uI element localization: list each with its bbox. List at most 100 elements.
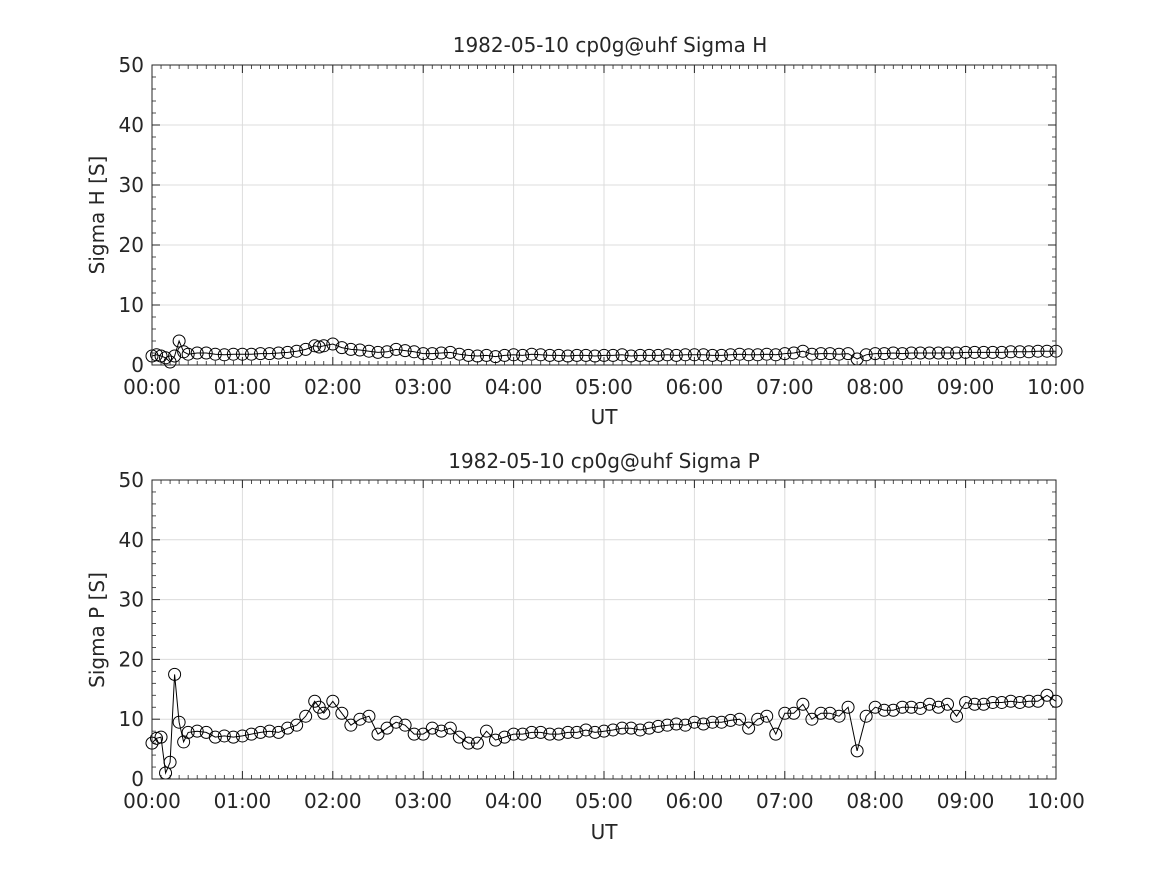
sigma-h-x-tick-label: 07:00 [756, 375, 814, 399]
sigma-p-data-point [362, 709, 376, 723]
sigma-h-data-point [941, 346, 955, 360]
sigma-p-data-point [868, 700, 882, 714]
sigma-p-data-point [651, 719, 665, 733]
sigma-h-x-tick-label: 06:00 [666, 375, 724, 399]
sigma-h-data-point [814, 347, 828, 361]
sigma-p-y-tick-label: 0 [131, 767, 144, 791]
sigma-p-data-point [778, 706, 792, 720]
sigma-h-data-point [489, 350, 503, 364]
sigma-h-x-tick-label: 10:00 [1027, 375, 1085, 399]
sigma-h-data-point [832, 347, 846, 361]
sigma-h-y-tick-label: 0 [131, 353, 144, 377]
sigma-p-x-tick-label: 02:00 [304, 789, 362, 813]
sigma-h-x-tick-label: 09:00 [937, 375, 995, 399]
sigma-h-data-point [859, 348, 873, 362]
sigma-h-x-tick-label: 05:00 [575, 375, 633, 399]
sigma-h-y-tick-label: 20 [119, 233, 144, 257]
sigma-h-data-point [895, 347, 909, 361]
sigma-p-data-point [416, 727, 430, 741]
sigma-p-data-point [615, 721, 629, 735]
sigma-p-data-point [525, 725, 539, 739]
sigma-h-data-point [1013, 345, 1027, 359]
sigma-h-data-point [651, 348, 665, 362]
sigma-h-data-point [470, 349, 484, 363]
sigma-p-data-point [163, 755, 177, 769]
sigma-p-x-tick-label: 10:00 [1027, 789, 1085, 813]
sigma-p-data-point [317, 706, 331, 720]
sigma-h-x-tick-label: 00:00 [123, 375, 181, 399]
sigma-h-data-point [217, 348, 231, 362]
sigma-h-data-point [281, 345, 295, 359]
sigma-p-data-point [461, 736, 475, 750]
sigma-h-data-point [597, 348, 611, 362]
sigma-p-data-point [1013, 695, 1027, 709]
sigma-h-ticks [151, 64, 1057, 366]
sigma-h-data-point [733, 347, 747, 361]
sigma-h-data-point [570, 348, 584, 362]
sigma-h-data-point [398, 344, 412, 358]
sigma-h-data-point [633, 348, 647, 362]
sigma-h-data-point [552, 348, 566, 362]
sigma-h-y-tick-label: 50 [119, 53, 144, 77]
sigma-p-y-tick-label: 10 [119, 707, 144, 731]
sigma-h-data-point [913, 346, 927, 360]
sigma-p-data-point [669, 717, 683, 731]
sigma-h-data-point [805, 347, 819, 361]
sigma-p-data-point [597, 724, 611, 738]
sigma-h-data-point [443, 345, 457, 359]
sigma-h-data-point [588, 349, 602, 363]
sigma-p-data-point [498, 730, 512, 744]
sigma-h-data-point [312, 340, 326, 354]
sigma-p-data-point [850, 744, 864, 758]
sigma-h-x-tick-label: 08:00 [846, 375, 904, 399]
sigma-p-data-point [290, 718, 304, 732]
sigma-p-series-line [151, 674, 1057, 775]
sigma-p-data-point [154, 730, 168, 744]
sigma-p-chart-title: 1982-05-10 cp0g@uhf Sigma P [448, 449, 760, 473]
sigma-h-x-tick-label: 02:00 [304, 375, 362, 399]
sigma-p-data-point [805, 712, 819, 726]
sigma-h-plot-area [145, 334, 1063, 369]
sigma-p-data-point [733, 712, 747, 726]
sigma-h-data-point [579, 348, 593, 362]
sigma-p-data-point [470, 736, 484, 750]
sigma-p-axes-frame [151, 479, 1057, 780]
sigma-p-data-point [796, 697, 810, 711]
sigma-h-data-point [272, 346, 286, 360]
sigma-h-data-point [326, 337, 340, 351]
sigma-p-data-point [886, 703, 900, 717]
sigma-p-data-point [507, 727, 521, 741]
sigma-h-data-point [290, 344, 304, 358]
sigma-p-data-point [272, 725, 286, 739]
sigma-h-data-point [362, 344, 376, 358]
sigma-h-chart: 1982-05-10 cp0g@uhf Sigma H 00:00 01:00 02… [85, 33, 1085, 429]
sigma-h-data-point [407, 345, 421, 359]
sigma-p-data-point [434, 724, 448, 738]
sigma-h-data-point [660, 348, 674, 362]
sigma-p-data-point [787, 706, 801, 720]
sigma-h-data-point [823, 347, 837, 361]
sigma-h-data-point [877, 347, 891, 361]
sigma-h-data-point [452, 347, 466, 361]
sigma-h-data-point [606, 348, 620, 362]
sigma-p-data-point [823, 706, 837, 720]
sigma-h-axes-frame [151, 64, 1057, 366]
sigma-h-data-point [931, 346, 945, 360]
sigma-p-data-point [150, 731, 164, 745]
sigma-h-data-point [534, 348, 548, 362]
sigma-p-data-point [606, 723, 620, 737]
sigma-p-data-point [678, 718, 692, 732]
sigma-p-data-point [281, 721, 295, 735]
sigma-p-data-point [986, 695, 1000, 709]
sigma-p-data-point [642, 721, 656, 735]
sigma-p-data-point [226, 730, 240, 744]
sigma-h-data-point [353, 343, 367, 357]
sigma-p-gridlines [152, 480, 1056, 779]
sigma-p-data-point [859, 709, 873, 723]
sigma-h-data-point [959, 345, 973, 359]
sigma-h-data-point [561, 349, 575, 363]
sigma-h-x-axis-label: UT [591, 405, 619, 429]
sigma-p-data-point [371, 727, 385, 741]
sigma-p-x-tick-label: 08:00 [846, 789, 904, 813]
sigma-h-data-point [335, 341, 349, 355]
